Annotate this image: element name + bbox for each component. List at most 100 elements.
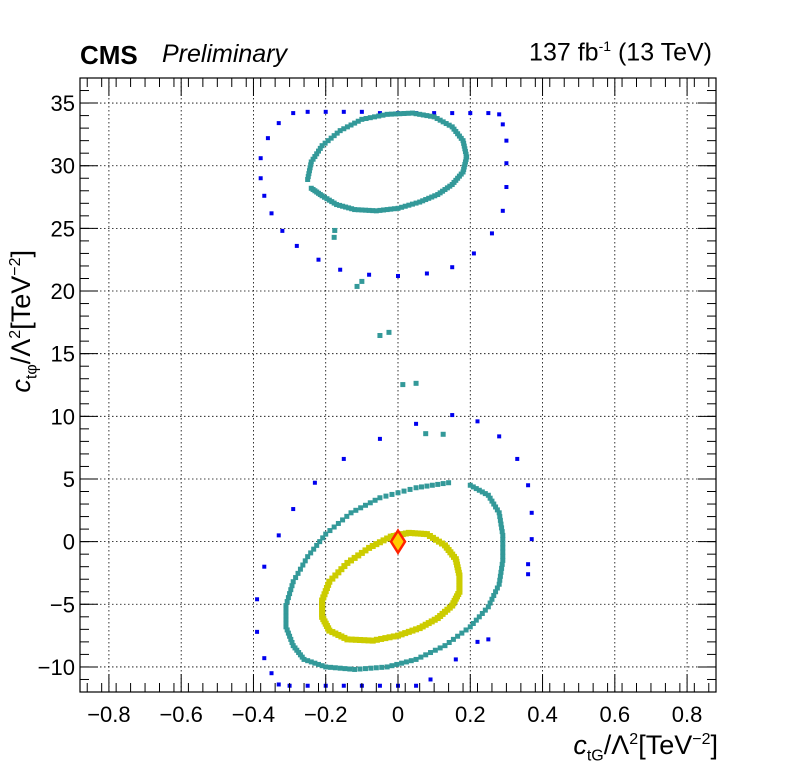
middle-contour-point — [334, 130, 340, 136]
middle-contour-point — [288, 587, 294, 593]
middle-contour-point — [297, 566, 303, 572]
inner-contour-point — [423, 531, 430, 538]
middle-contour-point — [391, 206, 397, 212]
inner-contour-point — [413, 626, 420, 633]
middle-contour-point — [384, 207, 390, 213]
middle-contour-point — [384, 664, 390, 670]
middle-contour-point — [413, 111, 419, 117]
inner-contour-point — [416, 625, 423, 632]
middle-contour-point — [500, 537, 506, 543]
status-label: Preliminary — [162, 40, 288, 68]
middle-contour-point — [423, 197, 429, 203]
outer-contour-point — [338, 267, 343, 272]
y-tick-labels: −10 −5 0 5 10 15 20 25 30 35 — [38, 91, 75, 680]
middle-contour-point — [357, 666, 363, 672]
middle-contour-point — [383, 493, 389, 499]
outer-contour-point — [316, 257, 321, 262]
middle-contour-point — [428, 113, 434, 119]
middle-contour-point — [463, 151, 469, 157]
middle-contour-point — [413, 485, 419, 491]
y-axis-label: ctφ/Λ2[TeV−2] — [6, 250, 41, 393]
x-tick-label: −0.4 — [232, 702, 275, 727]
experiment-label: CMS — [80, 40, 138, 70]
outer-contour-point — [291, 111, 296, 116]
outer-contour-point — [291, 507, 296, 512]
middle-contour-point — [467, 624, 473, 630]
middle-contour-point — [413, 380, 419, 386]
middle-contour-point — [407, 486, 413, 492]
middle-contour-point — [489, 498, 495, 504]
outer-contour-point — [489, 231, 494, 236]
middle-contour-point — [401, 111, 407, 117]
outer-contour-point — [526, 562, 531, 567]
middle-contour-point — [352, 120, 358, 126]
x-tick-label: −0.6 — [159, 702, 202, 727]
middle-contour-point — [317, 145, 323, 151]
middle-contour-point — [417, 199, 423, 205]
middle-contour-point — [322, 194, 328, 200]
inner-contour-point — [390, 633, 397, 640]
middle-contour-point — [498, 569, 504, 575]
middle-contour-point — [479, 610, 485, 616]
middle-contour-point — [470, 484, 476, 490]
middle-contour-point — [499, 561, 505, 567]
inner-contour-point — [348, 557, 355, 564]
middle-contour-point — [310, 187, 316, 193]
outer-contour-point — [341, 109, 346, 114]
middle-contour-point — [489, 596, 495, 602]
x-tick-label: 0.8 — [672, 702, 703, 727]
middle-contour-point — [323, 531, 329, 537]
middle-contour-point — [379, 664, 385, 670]
inner-contour-point — [382, 635, 389, 642]
middle-contour-point — [487, 600, 493, 606]
middle-contour-point — [437, 117, 443, 123]
outer-contour-point — [377, 436, 382, 441]
outer-contour-point — [359, 109, 364, 114]
outer-contour-point — [504, 138, 509, 143]
middle-contour-point — [463, 156, 469, 162]
inner-contour-point — [422, 621, 429, 628]
inner-contour-point — [325, 581, 332, 588]
middle-contour-point — [337, 202, 343, 208]
middle-contour-point — [450, 636, 456, 642]
outer-contour-point — [341, 456, 346, 461]
outer-contour-point — [276, 121, 281, 126]
x-axis-label-main: c — [573, 730, 587, 760]
middle-contour-point — [413, 200, 419, 206]
inner-contour-point — [332, 630, 339, 637]
x-tick-label: 0.6 — [600, 702, 631, 727]
middle-contour-point — [401, 488, 407, 494]
inner-contour-point — [366, 544, 373, 551]
middle-contour-point — [451, 179, 457, 185]
middle-contour-point — [284, 627, 290, 633]
outer-contour-point — [424, 271, 429, 276]
outer-contour-point — [305, 109, 310, 114]
middle-contour-point — [290, 579, 296, 585]
middle-contour-point — [397, 111, 403, 117]
inner-contour-point — [326, 578, 333, 585]
y-tick-label: 20 — [51, 279, 75, 304]
outer-contour-point — [262, 656, 267, 661]
middle-contour-point — [305, 658, 311, 664]
middle-contour-point — [287, 633, 293, 639]
outer-contour-point — [497, 434, 502, 439]
middle-contour-point — [389, 663, 395, 669]
middle-contour-point — [342, 666, 348, 672]
x-axis-label-unit-exp: −2 — [692, 731, 711, 748]
middle-contour-point — [308, 659, 314, 665]
inner-contour-point — [453, 558, 460, 565]
outer-contour-point — [475, 419, 480, 424]
middle-contour-point — [435, 481, 441, 487]
middle-contour-point — [349, 206, 355, 212]
grid-lines — [80, 78, 716, 692]
middle-contour-point — [362, 502, 368, 508]
inner-contour-point — [456, 575, 463, 582]
inner-contour-point — [348, 636, 355, 643]
inner-contour-point — [369, 637, 376, 644]
middle-contour-point — [467, 482, 473, 488]
middle-contour-point — [289, 640, 295, 646]
middle-contour-point — [400, 382, 406, 388]
middle-contour-point — [446, 640, 452, 646]
middle-contour-point — [314, 151, 320, 157]
